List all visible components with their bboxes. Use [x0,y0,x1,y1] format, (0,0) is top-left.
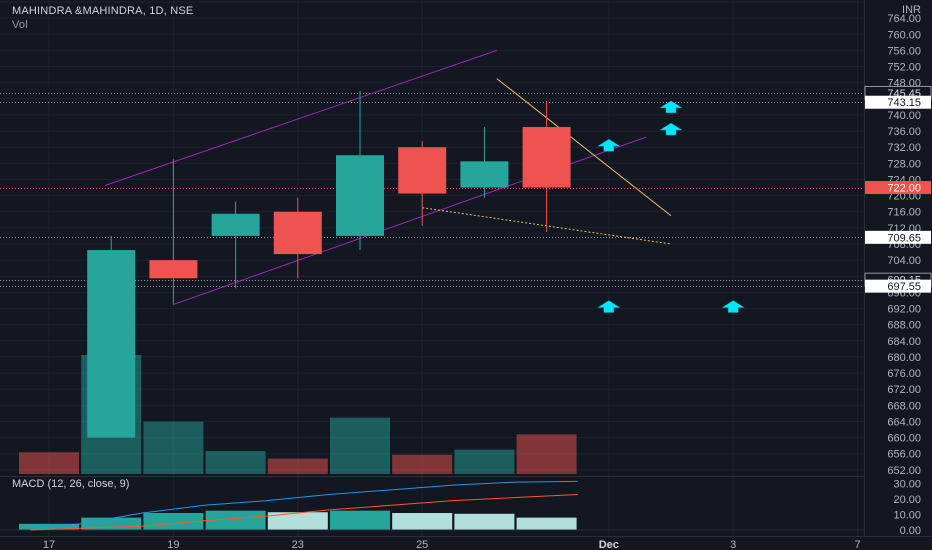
trend-line [496,78,672,217]
currency-label: INR [902,4,921,16]
price-tick-label: 756.00 [887,45,921,57]
macd-histogram-bar [454,513,515,530]
price-tick-label: 752.00 [887,62,921,74]
price-tick-label: 684.00 [887,336,921,348]
macd-histogram-bar [330,510,390,530]
price-label-box [865,181,931,195]
macd-histogram-bar [392,513,453,530]
chart-legend: MAHINDRA &MAHINDRA, 1D, NSE Vol [12,4,193,32]
price-tick-label: 668.00 [887,400,921,412]
price-label-box [865,95,931,109]
price-label: 722.00 [887,183,921,195]
macd-tick-label: 30.00 [893,479,921,491]
candle-up [87,250,136,438]
price-tick-label: 704.00 [887,255,921,267]
macd-tick-label: 0.00 [900,525,921,537]
macd-legend: MACD (12, 26, close, 9) [12,478,130,490]
candle-down [398,147,447,194]
price-tick-label: 740.00 [887,110,921,122]
volume-bar [392,454,453,474]
volume-bar [143,421,204,474]
volume-bar [205,450,266,474]
time-tick-label: 17 [43,539,55,550]
price-label: 709.65 [887,232,921,244]
volume-bar [267,458,328,474]
price-tick-label: 732.00 [887,142,921,154]
price-tick-label: 736.00 [887,126,921,138]
price-tick-label: 760.00 [887,29,921,41]
macd-histogram-bar [143,513,204,530]
candle-up [336,155,384,236]
time-tick-label: Dec [599,539,619,550]
volume-label: Vol [12,19,28,31]
candle-down [149,260,198,279]
macd-histogram-bar [19,523,79,530]
up-arrow-icon [721,300,746,313]
macd-histogram-bar [516,517,577,530]
volume-bar [19,452,79,474]
price-tick-label: 664.00 [887,416,921,428]
price-tick-label: 656.00 [887,449,921,461]
price-tick-label: 672.00 [887,384,921,396]
macd-tick-label: 10.00 [893,510,921,522]
volume-bar [330,417,390,474]
candle-up [211,213,260,236]
price-label: 743.15 [887,97,921,109]
symbol-title: MAHINDRA &MAHINDRA, 1D, NSE [12,5,194,17]
price-tick-label: 716.00 [887,207,921,219]
macd-line [30,480,578,529]
candle-down [273,211,322,255]
price-tick-label: 652.00 [887,465,921,477]
macd-tick-label: 20.00 [893,494,921,506]
channel-upper-line [104,49,498,186]
up-arrow-icon [596,300,621,313]
price-tick-label: 660.00 [887,433,921,445]
time-tick-label: 3 [730,539,736,550]
price-tick-label: 688.00 [887,320,921,332]
price-label-box [865,230,931,244]
up-arrow-icon [659,100,683,114]
price-tick-label: 680.00 [887,352,921,364]
candle-up [460,161,509,188]
up-arrow-icon [596,138,621,152]
price-tick-label: 728.00 [887,158,921,170]
time-tick-label: 25 [416,539,428,550]
up-arrow-icon [659,122,683,136]
volume-bar [454,449,515,474]
price-label-box [865,279,931,293]
price-tick-label: 692.00 [887,304,921,316]
price-tick-label: 764.00 [887,13,921,25]
macd-histogram-bar [267,512,328,530]
time-axis [0,536,932,550]
time-tick-label: 7 [855,539,861,550]
time-tick-label: 23 [292,539,304,550]
time-tick-label: 19 [167,539,179,550]
volume-bar [516,434,577,474]
candle-down [522,127,571,188]
signal-line [30,493,578,531]
price-label: 697.55 [887,281,921,293]
macd-histogram-bar [205,510,266,530]
price-tick-label: 676.00 [887,368,921,380]
